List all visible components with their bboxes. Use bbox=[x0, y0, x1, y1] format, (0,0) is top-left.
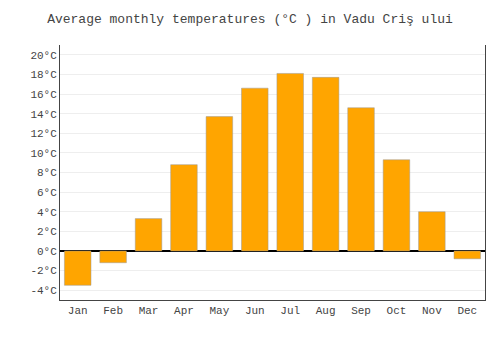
svg-text:Aug: Aug bbox=[316, 305, 336, 317]
svg-text:2°C: 2°C bbox=[37, 226, 57, 238]
svg-text:14°C: 14°C bbox=[30, 109, 57, 121]
svg-text:Jul: Jul bbox=[280, 305, 300, 317]
svg-text:Sep: Sep bbox=[351, 305, 371, 317]
svg-text:16°C: 16°C bbox=[30, 89, 57, 101]
svg-text:Mar: Mar bbox=[139, 305, 159, 317]
svg-text:18°C: 18°C bbox=[30, 69, 57, 81]
svg-text:Jun: Jun bbox=[245, 305, 265, 317]
svg-text:Oct: Oct bbox=[387, 305, 407, 317]
svg-text:May: May bbox=[209, 305, 229, 317]
svg-text:8°C: 8°C bbox=[37, 167, 57, 179]
svg-text:Feb: Feb bbox=[103, 305, 123, 317]
svg-text:20°C: 20°C bbox=[30, 50, 57, 62]
svg-text:12°C: 12°C bbox=[30, 128, 57, 140]
svg-text:10°C: 10°C bbox=[30, 148, 57, 160]
svg-text:0°C: 0°C bbox=[37, 246, 57, 258]
svg-text:Apr: Apr bbox=[174, 305, 194, 317]
svg-text:Nov: Nov bbox=[422, 305, 442, 317]
svg-text:4°C: 4°C bbox=[37, 207, 57, 219]
svg-text:-2°C: -2°C bbox=[30, 265, 57, 277]
svg-text:-4°C: -4°C bbox=[30, 285, 57, 297]
svg-text:Average monthly temperatures (: Average monthly temperatures (°C ) in Va… bbox=[47, 12, 453, 27]
svg-text:Dec: Dec bbox=[457, 305, 477, 317]
svg-text:Jan: Jan bbox=[68, 305, 88, 317]
svg-text:6°C: 6°C bbox=[37, 187, 57, 199]
